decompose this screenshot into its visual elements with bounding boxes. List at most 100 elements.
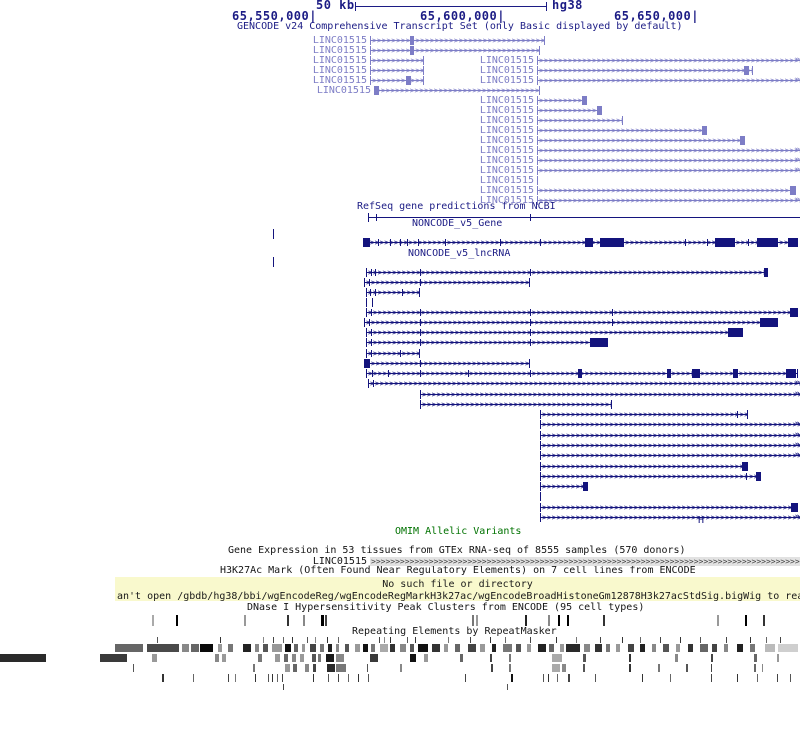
repeat-element[interactable]: [368, 674, 369, 682]
repeat-element[interactable]: [310, 644, 316, 652]
repeat-element[interactable]: [640, 644, 645, 652]
dnase-peak[interactable]: [472, 615, 474, 626]
noncode-lncrna-item[interactable]: >>>>>>>>>>>>>>>>>>>>>>>>>>>>>>>>>>>>>>>>…: [366, 308, 798, 317]
dnase-peak[interactable]: [763, 615, 765, 626]
repeat-element[interactable]: [255, 674, 256, 682]
repeat-element[interactable]: [380, 644, 388, 652]
repeat-element[interactable]: [305, 664, 309, 672]
gencode-transcript[interactable]: >>>>>>>>>>>>>>>>>>>>>>>>>>>>>>>>>>>>>>>>…: [537, 156, 800, 165]
lncrna-h-marker[interactable]: H: [698, 515, 705, 526]
dnase-peak[interactable]: [152, 615, 154, 626]
repeat-element[interactable]: [455, 644, 460, 652]
repeat-element[interactable]: [336, 654, 344, 662]
repeat-element[interactable]: [660, 637, 661, 643]
repeat-element[interactable]: [491, 664, 493, 672]
repeat-element[interactable]: [292, 654, 296, 662]
repeat-element[interactable]: [583, 654, 586, 662]
gencode-transcript[interactable]: >>>>>>>>>>>>: [370, 66, 424, 75]
gencode-transcript-label[interactable]: LINC01515: [479, 95, 534, 106]
repeat-element[interactable]: [670, 674, 671, 682]
repeat-element[interactable]: [676, 644, 680, 652]
repeat-element[interactable]: [258, 654, 262, 662]
dnase-peak[interactable]: [567, 615, 569, 626]
repeat-element[interactable]: [754, 664, 756, 672]
gencode-transcript[interactable]: >>>>>>>>>>>>>>>>>>>>>>>>>>>>>>>>>>>: [374, 86, 540, 95]
repeat-element[interactable]: [460, 654, 463, 662]
gencode-transcript-label[interactable]: LINC01515: [316, 85, 371, 96]
repeat-element[interactable]: [390, 644, 395, 652]
repeat-element[interactable]: [370, 654, 378, 662]
repeat-element[interactable]: [326, 654, 334, 662]
repeat-element[interactable]: [595, 644, 602, 652]
repeat-element[interactable]: [490, 654, 492, 662]
noncode-lncrna-item[interactable]: >>>>>>>>>>>>>>>>>>>>>>>>>>>>>>>>>>>>>>>>…: [540, 451, 800, 460]
repeat-element[interactable]: [726, 637, 727, 643]
repeat-element[interactable]: [228, 644, 233, 652]
gencode-transcript-label[interactable]: LINC01515: [479, 135, 534, 146]
dnase-peak[interactable]: [244, 615, 246, 626]
gencode-transcript[interactable]: >>>>>>>>>>>>>>>>>>>>>>>>>>>>>>>>>>>>>>>>…: [537, 136, 745, 145]
gencode-transcript[interactable]: >>>>>>>>>>>>: [370, 56, 424, 65]
repeat-element[interactable]: [628, 644, 634, 652]
track-title-dnase[interactable]: DNase I Hypersensitivity Peak Clusters f…: [247, 602, 645, 613]
repeat-element[interactable]: [566, 644, 580, 652]
repeat-element[interactable]: [302, 644, 305, 652]
repeat-element[interactable]: [606, 644, 610, 652]
noncode-lncrna-item[interactable]: >>>>>>>>>>>>>>>>>>>>>>>>>>>>>>>>>>>>>>>>…: [366, 268, 768, 277]
repeat-element[interactable]: [584, 644, 590, 652]
repeat-element[interactable]: [490, 637, 491, 643]
noncode-lncrna-item[interactable]: >>>>>>>>>>>>>>>>>>>>>>>>>>>>>>>>>>>: [364, 278, 530, 287]
gencode-transcript-label[interactable]: LINC01515: [312, 75, 367, 86]
repeat-element[interactable]: [507, 684, 508, 690]
gencode-transcript[interactable]: >>>>>>>>>>>>>>>>>>>>>>>>>>>>>>>>>>>>: [537, 126, 707, 135]
repeat-element[interactable]: [595, 674, 596, 682]
noncode-lncrna-item[interactable]: >>>>>>>>>>>>>>>>>>>>>>>>>>>>>>>>>>>>>>>>…: [540, 431, 800, 440]
track-title-omim[interactable]: OMIM Allelic Variants: [395, 526, 522, 537]
repeat-element[interactable]: [432, 644, 440, 652]
repeat-element[interactable]: [762, 664, 763, 672]
repeat-element[interactable]: [400, 644, 406, 652]
repeat-element[interactable]: [480, 644, 485, 652]
repeat-element[interactable]: [505, 637, 506, 643]
gencode-transcript-label[interactable]: LINC01515: [479, 105, 534, 116]
repeat-element[interactable]: [191, 644, 199, 652]
repeat-element[interactable]: [568, 674, 570, 682]
repeat-element[interactable]: [503, 644, 512, 652]
repeat-element[interactable]: [765, 644, 775, 652]
repeat-element[interactable]: [527, 644, 531, 652]
repeat-element[interactable]: [415, 637, 416, 643]
repeat-element[interactable]: [629, 664, 631, 672]
repeat-element[interactable]: [162, 674, 164, 682]
repeat-element[interactable]: [511, 674, 513, 682]
gencode-transcript[interactable]: >>>>>>>>>>>>>>>>>>>>>>>>>>>>>>>>>>>>>>>>…: [537, 196, 800, 205]
gencode-transcript[interactable]: >>>>>>>>>>>>>>>>>>>>>>>>>>>>>>>>>>>>>: [370, 36, 545, 45]
noncode-lncrna-item[interactable]: >>>>>>>>>>>>>>>>>>>>>>>>>>>>>>>>>>>>>>>>: [420, 400, 612, 409]
repeat-element[interactable]: [327, 637, 328, 643]
repeat-element[interactable]: [407, 637, 408, 643]
gencode-transcript-label[interactable]: LINC01515: [479, 165, 534, 176]
refseq-item[interactable]: [368, 213, 800, 222]
track-title-repeatmasker[interactable]: Repeating Elements by RepeatMasker: [352, 626, 557, 637]
repeat-element[interactable]: [557, 674, 558, 682]
repeat-element[interactable]: [348, 674, 349, 682]
repeat-element[interactable]: [367, 664, 368, 672]
repeat-element[interactable]: [675, 654, 678, 662]
repeat-element[interactable]: [680, 637, 681, 643]
dnase-peak[interactable]: [717, 615, 719, 626]
track-title-h3k27ac[interactable]: H3K27Ac Mark (Often Found Near Regulator…: [220, 565, 696, 576]
repeat-element[interactable]: [115, 644, 143, 652]
repeat-element[interactable]: [338, 674, 339, 682]
noncode-lncrna-item[interactable]: >>>>>>>>>>>>: [366, 349, 420, 358]
repeat-element[interactable]: [152, 654, 157, 662]
noncode-lncrna-item[interactable]: >>>>>>>>>>>>>>>>>>>>>>>>>>>>>>>>>>>>>>>>…: [368, 379, 800, 388]
repeat-element[interactable]: [285, 664, 290, 672]
repeat-element[interactable]: [294, 644, 298, 652]
track-title-gencode[interactable]: GENCODE v24 Comprehensive Transcript Set…: [237, 21, 683, 32]
repeat-element[interactable]: [313, 674, 314, 682]
repeat-element[interactable]: [576, 637, 577, 643]
repeat-element[interactable]: [355, 644, 360, 652]
gencode-transcript[interactable]: >>>>>>>>>>>>>>>>>>>>>>>>>>>>>>>>>>>>>>>>…: [537, 66, 753, 75]
noncode-gene-item[interactable]: >>>>>>>>>>>>>>>>>>>>>>>>>>>>>>>>>>>>>>>>…: [363, 238, 798, 247]
repeat-element[interactable]: [0, 654, 46, 662]
